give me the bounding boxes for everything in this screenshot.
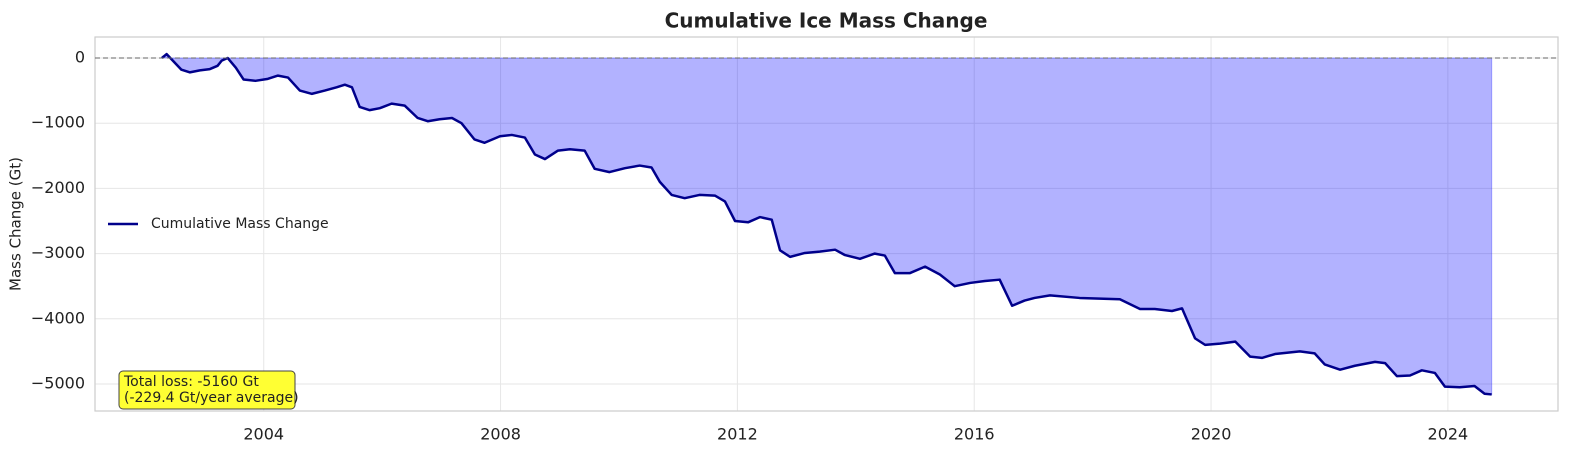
y-tick-label: −3000	[31, 243, 85, 262]
data-line	[161, 52, 1492, 396]
plot-frame	[94, 36, 1559, 412]
chart-title: Cumulative Ice Mass Change	[665, 9, 988, 33]
x-tick-label: 2016	[954, 425, 995, 444]
legend-label: Cumulative Mass Change	[151, 216, 329, 232]
x-tick-label: 2020	[1191, 425, 1232, 444]
area-fill	[160, 53, 1493, 395]
x-tick-label: 2024	[1428, 425, 1469, 444]
y-tick-label: −5000	[31, 374, 85, 393]
annotation-text: Total loss: -5160 Gt	[123, 374, 259, 390]
x-tick-label: 2008	[480, 425, 521, 444]
x-tick-label: 2004	[243, 425, 284, 444]
y-tick-label: −1000	[31, 113, 85, 132]
y-tick-label: 0	[75, 47, 85, 66]
y-tick-label: −2000	[31, 178, 85, 197]
annotation-text: (-229.4 Gt/year average)	[124, 390, 299, 406]
x-tick-label: 2012	[717, 425, 758, 444]
y-tick-label: −4000	[31, 308, 85, 327]
annotation-box	[118, 370, 296, 410]
y-axis-label: Mass Change (Gt)	[7, 157, 25, 291]
